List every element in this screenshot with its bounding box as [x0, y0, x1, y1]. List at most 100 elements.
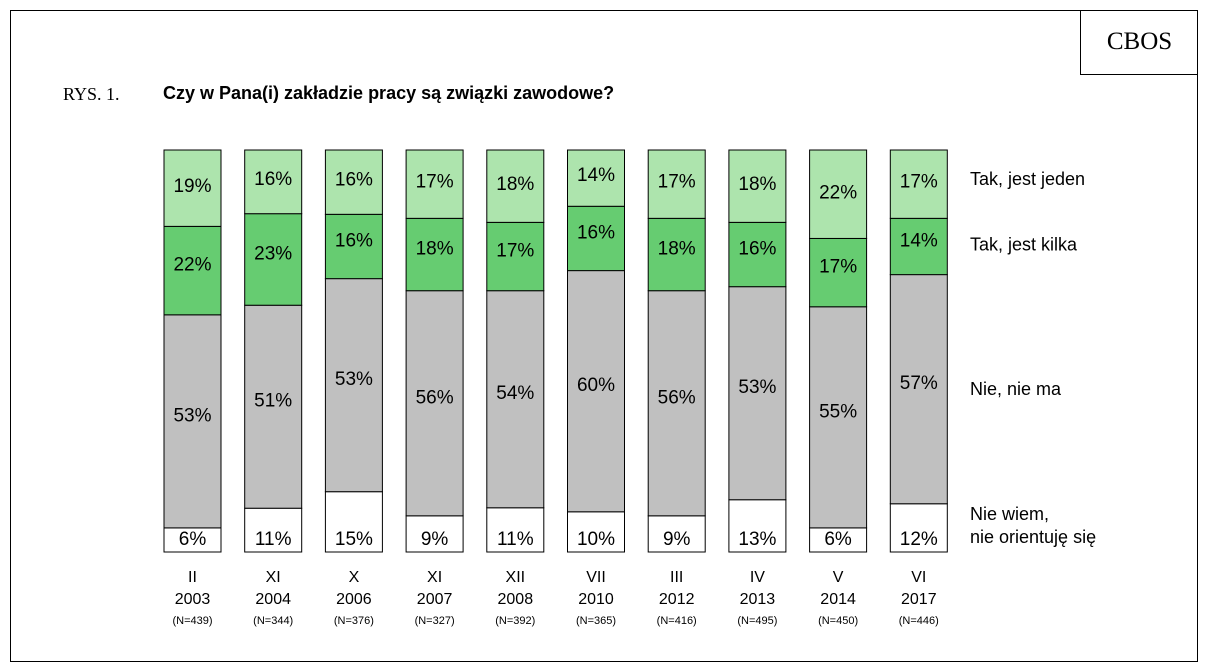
bar-segment	[486, 221, 545, 292]
bar-segment	[405, 217, 464, 292]
bar-segment	[809, 149, 868, 239]
x-tick-sample-size: (N=392)	[495, 615, 535, 627]
x-tick-year: 2017	[901, 591, 937, 608]
bar-segment	[163, 527, 222, 553]
data-label: 16%	[335, 169, 373, 190]
x-tick-year: 2013	[740, 591, 776, 608]
data-label: 14%	[577, 165, 615, 186]
x-tick-year: 2008	[498, 591, 534, 608]
data-label: 17%	[658, 172, 696, 193]
data-label: 53%	[335, 369, 373, 390]
data-label: 22%	[819, 183, 857, 204]
data-label: 17%	[900, 172, 938, 193]
bar-segment	[244, 304, 303, 509]
x-tick-sample-size: (N=327)	[415, 615, 455, 627]
data-label: 9%	[421, 529, 449, 550]
data-label: 6%	[179, 529, 207, 550]
bar-segment	[809, 527, 868, 553]
x-tick-year: 2014	[820, 591, 856, 608]
data-label: 18%	[416, 239, 454, 260]
x-tick-month: VI	[911, 569, 926, 586]
data-label: 16%	[254, 169, 292, 190]
data-label: 18%	[738, 174, 776, 195]
x-tick-sample-size: (N=376)	[334, 615, 374, 627]
bar-segment	[486, 290, 545, 509]
x-tick-month: XI	[427, 569, 442, 586]
bar-segment	[567, 511, 625, 553]
legend-entry: nie orientuję się	[970, 527, 1096, 547]
data-label: 56%	[416, 387, 454, 408]
x-tick-month: XII	[506, 569, 526, 586]
data-label: 17%	[496, 241, 534, 262]
x-tick-sample-size: (N=344)	[253, 615, 293, 627]
bar-segment	[567, 149, 625, 207]
data-label: 54%	[496, 383, 534, 404]
figure-label: RYS. 1.	[63, 84, 120, 104]
data-label: 23%	[254, 243, 292, 264]
bar-segment	[244, 213, 303, 306]
x-tick-year: 2010	[578, 591, 614, 608]
x-tick-month: X	[349, 569, 360, 586]
x-tick-month: VII	[586, 569, 606, 586]
brand-label: CBOS	[1106, 28, 1173, 55]
x-tick-month: XI	[266, 569, 281, 586]
bar-segment	[809, 237, 868, 308]
data-label: 9%	[663, 529, 691, 550]
bar-segment	[163, 149, 222, 227]
x-tick-sample-size: (N=446)	[899, 615, 939, 627]
data-label: 51%	[254, 391, 292, 412]
bar-segment	[809, 306, 868, 529]
bar-segment	[567, 205, 625, 272]
data-label: 19%	[173, 176, 211, 197]
brand-box: CBOS	[1080, 10, 1198, 75]
x-tick-sample-size: (N=416)	[657, 615, 697, 627]
x-tick-month: II	[188, 569, 197, 586]
data-label: 17%	[819, 257, 857, 278]
bar-segment	[324, 491, 383, 553]
data-label: 16%	[738, 239, 776, 260]
x-tick-sample-size: (N=495)	[737, 615, 777, 627]
data-label: 22%	[173, 255, 211, 276]
x-tick-month: V	[833, 569, 844, 586]
bar-segment	[647, 217, 706, 292]
data-label: 6%	[824, 529, 852, 550]
bar-segment	[889, 149, 948, 219]
data-label: 10%	[577, 529, 615, 550]
bar-segment	[889, 217, 948, 276]
x-tick-month: III	[670, 569, 683, 586]
bar-segment	[324, 278, 383, 493]
bar-segment	[163, 225, 222, 316]
data-label: 60%	[577, 375, 615, 396]
x-tick-year: 2003	[175, 591, 211, 608]
bar-segment	[647, 149, 706, 219]
data-label: 56%	[658, 387, 696, 408]
x-tick-sample-size: (N=450)	[818, 615, 858, 627]
data-label: 11%	[255, 529, 292, 550]
bar-segment	[405, 149, 464, 219]
data-label: 13%	[738, 529, 776, 550]
x-tick-year: 2006	[336, 591, 372, 608]
bar-segment	[728, 149, 787, 223]
x-tick-year: 2004	[255, 591, 291, 608]
data-label: 57%	[900, 373, 938, 394]
data-label: 18%	[496, 174, 534, 195]
bar-segment	[405, 515, 464, 553]
bar-segment	[405, 290, 464, 517]
legend-entry: Nie, nie ma	[970, 379, 1062, 399]
data-label: 16%	[335, 230, 373, 251]
bar-segment	[244, 149, 303, 215]
bar-segment	[486, 149, 545, 223]
bar-segment	[728, 499, 787, 553]
data-label: 14%	[900, 230, 938, 251]
bar-segment	[244, 507, 303, 553]
data-label: 53%	[173, 405, 211, 426]
x-tick-month: IV	[750, 569, 765, 586]
x-tick-sample-size: (N=365)	[576, 615, 616, 627]
bar-segment	[567, 270, 625, 513]
bar-segment	[486, 507, 545, 553]
data-label: 17%	[416, 172, 454, 193]
data-label: 55%	[819, 401, 857, 422]
data-label: 12%	[900, 529, 938, 550]
legend-entry: Tak, jest kilka	[970, 234, 1078, 254]
